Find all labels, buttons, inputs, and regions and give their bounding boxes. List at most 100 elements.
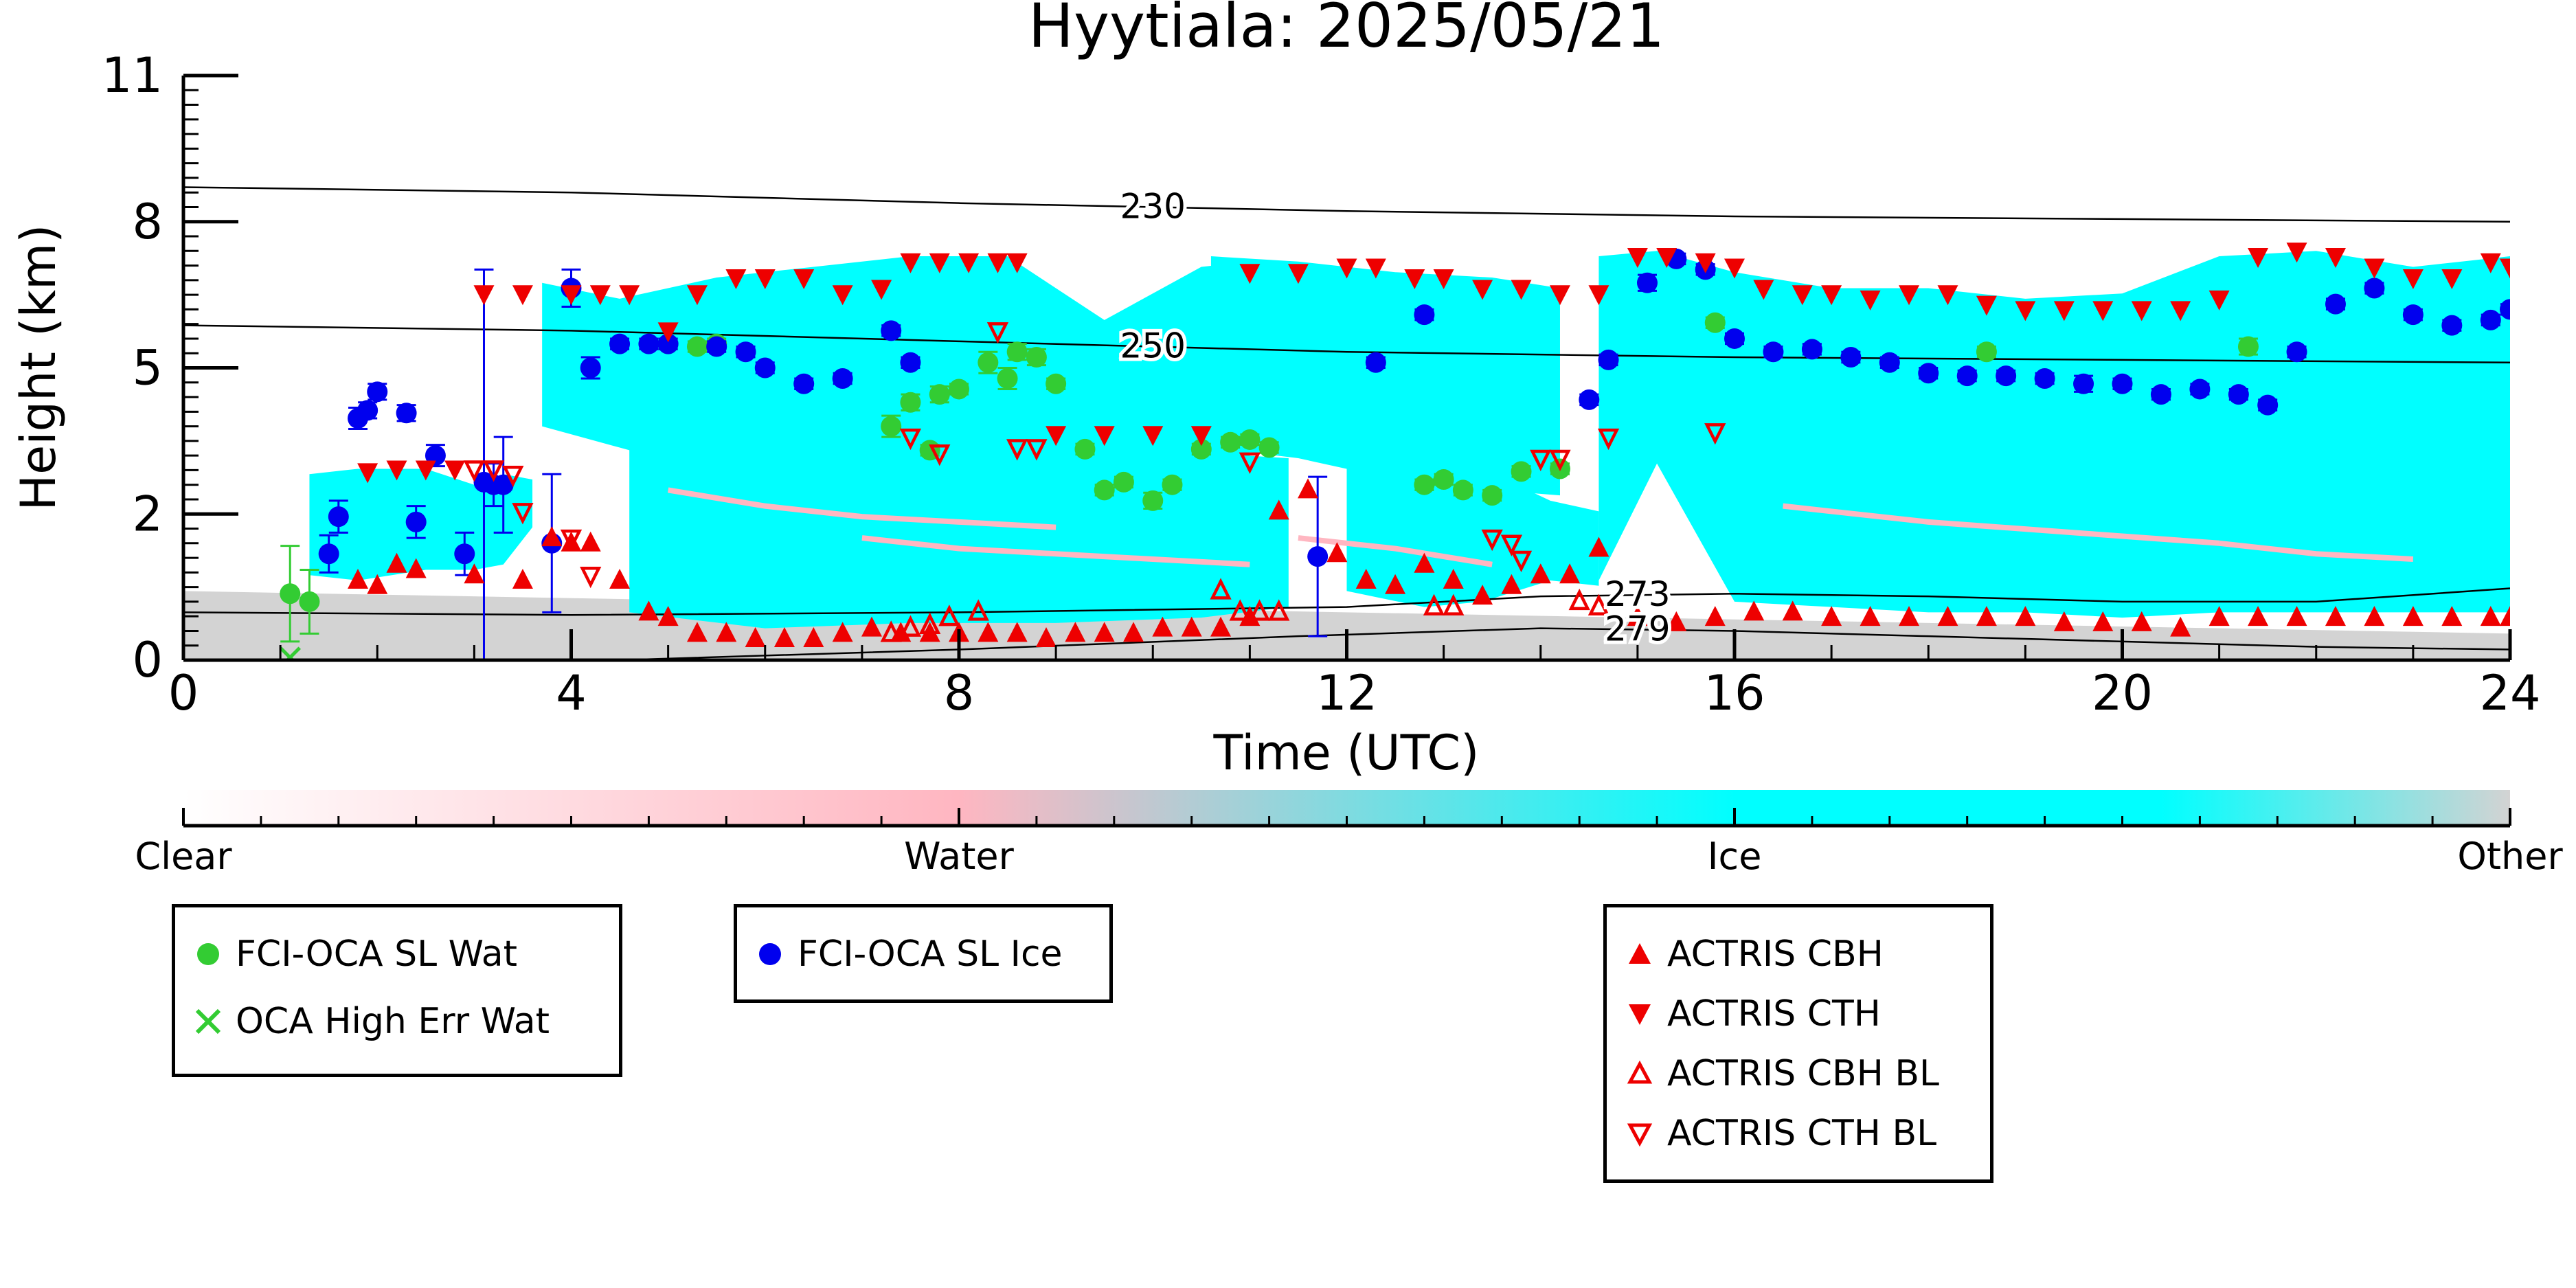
data-point [754, 357, 776, 379]
y-tick-label: 8 [132, 194, 163, 250]
ice-region [1346, 447, 1599, 607]
data-point [793, 269, 815, 289]
data-point [1210, 578, 1232, 600]
data-point [1559, 563, 1581, 584]
data-point [473, 285, 495, 306]
data-point [1229, 599, 1251, 621]
data-point [512, 568, 533, 589]
legend-label: ACTRIS CBH [1667, 934, 1884, 975]
data-point [986, 322, 1009, 344]
data-point [1355, 568, 1377, 589]
data-point [1579, 389, 1600, 410]
data-point [793, 373, 815, 394]
data-point [1899, 606, 1920, 626]
data-point [1588, 594, 1610, 615]
y-tick-label: 5 [132, 340, 163, 396]
data-point [978, 622, 999, 642]
data-point [386, 552, 407, 573]
data-point [881, 416, 902, 437]
data-point [929, 253, 950, 273]
data-point [978, 352, 999, 373]
data-point [1937, 285, 1958, 306]
data-point [938, 605, 960, 626]
data-point [512, 503, 534, 525]
data-point [493, 474, 514, 495]
data-point [2073, 373, 2094, 394]
data-point [1046, 426, 1067, 447]
data-point [1414, 552, 1435, 573]
data-point [1549, 285, 1570, 306]
data-point [803, 627, 824, 648]
data-point [686, 622, 708, 642]
data-point [997, 368, 1018, 389]
data-point [1433, 269, 1454, 289]
data-point [2092, 301, 2114, 321]
data-point [1094, 479, 1115, 501]
data-point [657, 333, 679, 354]
x-tick-label: 8 [944, 665, 975, 721]
data-point [1511, 280, 1532, 300]
colorbar-label-other: Other [2457, 835, 2563, 878]
data-point [2364, 606, 2385, 626]
data-point [2189, 379, 2211, 400]
data-point [1598, 349, 1619, 370]
data-point [2286, 341, 2307, 363]
data-point [958, 253, 980, 273]
data-point [2480, 253, 2501, 273]
data-point [609, 333, 631, 354]
data-point [1588, 285, 1609, 306]
data-point [1704, 606, 1726, 626]
data-point [2402, 304, 2424, 326]
legend-item: ACTRIS CTH BL [1620, 1113, 1936, 1154]
data-point [2257, 394, 2279, 416]
legend-item: ACTRIS CTH [1620, 993, 1881, 1035]
data-point [1801, 339, 1822, 360]
data-point [2500, 258, 2510, 279]
data-point [2170, 301, 2191, 321]
data-point [502, 465, 524, 488]
data-point [580, 531, 601, 552]
data-point [1821, 606, 1842, 626]
data-point [2015, 606, 2036, 626]
data-point [2208, 606, 2230, 626]
ice-region [629, 431, 1289, 629]
data-point [657, 606, 679, 626]
data-point [2237, 336, 2259, 357]
isotherm-line [183, 186, 2510, 223]
data-point [1094, 622, 1115, 642]
isotherm-label: 279 [1605, 609, 1670, 649]
data-point [1996, 365, 2017, 387]
data-point [899, 428, 922, 451]
data-point [299, 591, 320, 612]
data-point [1365, 352, 1386, 373]
data-point [725, 269, 747, 289]
data-point [280, 583, 301, 605]
data-point [2015, 301, 2036, 321]
x-tick-label: 12 [1316, 665, 1377, 721]
data-point [2480, 606, 2501, 626]
data-point [880, 620, 902, 642]
data-point [1763, 341, 1784, 363]
data-point [1666, 611, 1687, 631]
data-point [357, 463, 379, 484]
data-point [1190, 426, 1212, 447]
data-point [2402, 606, 2424, 626]
data-point [1597, 428, 1620, 451]
data-point [2092, 611, 2114, 631]
data-point [560, 529, 583, 552]
data-point [1472, 280, 1493, 300]
data-point [1326, 542, 1348, 563]
data-point [561, 531, 582, 552]
data-point [1210, 616, 1232, 637]
data-point [1307, 546, 1329, 567]
data-point [2286, 606, 2307, 626]
data-point [832, 368, 853, 389]
data-point [396, 403, 417, 424]
data-point [1006, 622, 1028, 642]
data-point [949, 379, 969, 400]
data-point [1239, 264, 1261, 284]
data-point [861, 616, 882, 637]
data-point [1452, 479, 1473, 501]
